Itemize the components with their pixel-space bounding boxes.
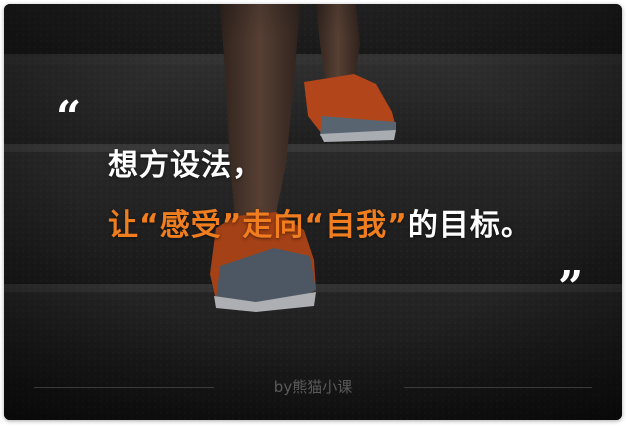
stairs-running-photo: [4, 4, 622, 420]
credit-divider-right: [404, 387, 592, 388]
open-quote-mark: “: [56, 92, 82, 143]
close-quote-mark: ”: [558, 262, 584, 313]
quote-line-2: 让“感受”走向“自我”的目标。: [108, 208, 532, 244]
quote-tail-text: 的目标。: [407, 208, 532, 243]
quote-highlight-text: 让“感受”走向“自我”: [108, 208, 408, 243]
quote-line-1: 想方设法，: [108, 148, 263, 183]
image-frame: “ 想方设法， 让“感受”走向“自我”的目标。 ” by熊猫小课: [4, 4, 622, 420]
credit-text: by熊猫小课: [273, 378, 353, 396]
credit-divider-left: [34, 387, 214, 388]
